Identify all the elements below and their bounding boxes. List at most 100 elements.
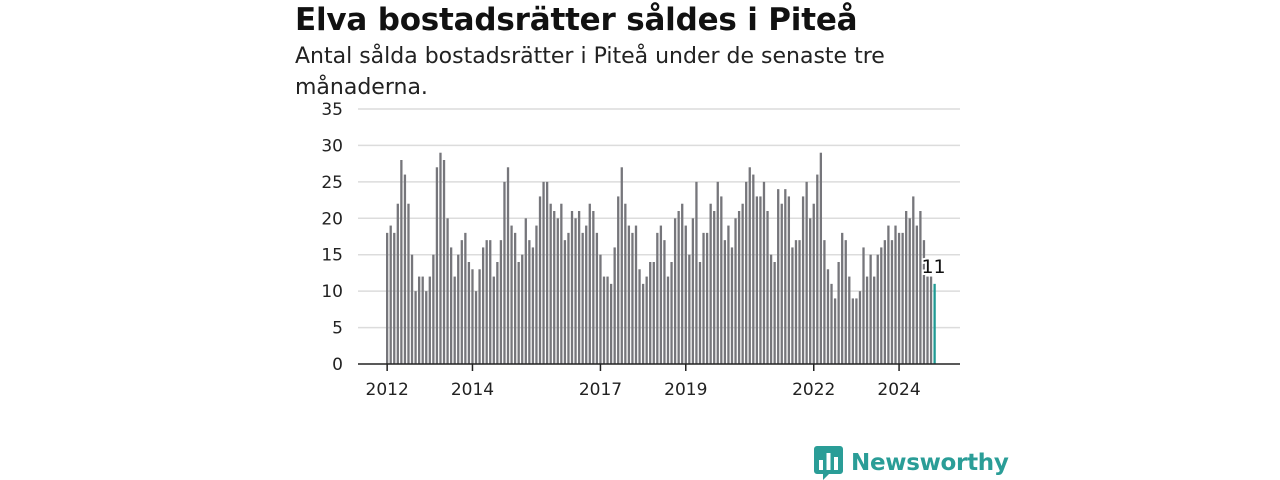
x-tick-label: 2024 [877,380,920,400]
bar [485,240,488,364]
bar [556,218,559,364]
bar [801,196,805,364]
bar [641,283,645,364]
bar [439,152,442,364]
bar [410,254,414,364]
bar [666,276,670,364]
bar [873,276,876,364]
bar [620,167,623,364]
x-tick-label: 2014 [451,380,494,400]
bar [474,291,478,364]
bar [929,276,933,364]
bar [421,276,424,364]
bar [794,240,798,364]
bar [912,196,915,364]
bar [457,254,460,364]
bar [428,276,431,364]
bar [545,181,549,364]
bar [926,276,929,364]
bar [386,232,389,364]
x-tick-label: 2022 [792,380,835,400]
bar [609,283,613,364]
bar [506,167,510,364]
bar [858,291,862,364]
bar [595,232,599,364]
bar [713,211,716,364]
chart-title: Elva bostadsrätter såldes i Piteå [295,2,858,38]
bar [560,203,563,364]
bar [816,174,819,364]
bar [876,254,879,364]
bar [535,225,538,364]
bar [769,254,773,364]
bar [634,225,638,364]
bar [855,298,858,364]
bar [617,196,620,364]
bar [862,247,865,364]
bar [684,225,687,364]
bar [709,203,712,364]
highlight-value-label: 11 [921,256,945,278]
bar [499,240,503,364]
bar [659,225,663,364]
bar [503,181,506,364]
bar [481,247,485,364]
bar [531,247,535,364]
bar [798,240,801,364]
bar [805,181,808,364]
bar [748,167,751,364]
bar [673,218,677,364]
bar [809,218,812,364]
bar [755,196,759,364]
bar [489,240,492,364]
bar [880,247,883,364]
bar [826,269,830,364]
bar [897,232,901,364]
bar [581,232,584,364]
bar [599,254,602,364]
bar [787,196,791,364]
bar [890,240,894,364]
bar [869,254,872,364]
bar [830,283,833,364]
y-tick-label: 0 [332,355,343,375]
bar [570,211,574,364]
bar [631,232,634,364]
bar [656,232,659,364]
bar [837,262,840,364]
bar [510,225,513,364]
bar [734,218,737,364]
bar [602,276,606,364]
bar [663,240,666,364]
bar [524,218,527,364]
bar [645,276,648,364]
bar [585,225,588,364]
bar-highlight [933,283,936,364]
bar [400,160,403,364]
bar [638,269,641,364]
bar [723,240,727,364]
bar [670,262,673,364]
y-tick-label: 5 [332,319,343,339]
bar [528,240,531,364]
y-tick-label: 25 [321,173,343,193]
bar [549,203,552,364]
bar [396,203,399,364]
bar [741,203,744,364]
bar [777,189,780,364]
bar [563,240,567,364]
bar [688,254,691,364]
bar [592,211,595,364]
bar [453,276,456,364]
newsworthy-logo-icon [814,446,843,480]
bar [791,247,794,364]
bar [574,218,577,364]
bar [542,181,545,364]
bar [812,203,815,364]
bar [513,232,517,364]
bar [865,276,869,364]
bar [435,167,439,364]
bar [403,174,407,364]
brand-name: Newsworthy [851,450,1009,476]
bar [492,276,495,364]
